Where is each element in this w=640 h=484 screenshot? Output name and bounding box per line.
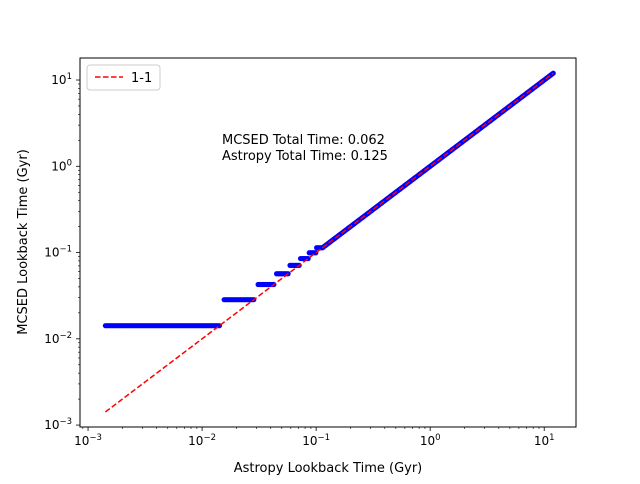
annotation-mcsed-time: MCSED Total Time: 0.062 (222, 133, 385, 148)
legend: 1-1 (86, 64, 161, 91)
x-tick-label: 10−3 (74, 433, 102, 448)
y-tick-label: 101 (51, 72, 72, 87)
y-tick-label: 100 (51, 158, 72, 173)
x-axis-label: Astropy Lookback Time (Gyr) (234, 461, 423, 476)
one-to-one-line (104, 72, 554, 413)
legend-label-one-to-one: 1-1 (131, 71, 152, 86)
x-tick-label: 101 (534, 433, 555, 448)
plot-frame (79, 57, 577, 428)
annotation-astropy-time: Astropy Total Time: 0.125 (222, 149, 388, 164)
legend-box (86, 64, 161, 91)
x-tick-label: 10−2 (188, 433, 216, 448)
y-tick-label: 10−2 (44, 331, 72, 346)
x-tick-label: 100 (420, 433, 441, 448)
x-tick-label: 10−1 (302, 433, 330, 448)
axis-ticks: 10−3 10−2 10−1 100 101 10−3 10−2 10−1 100 101 (44, 72, 554, 448)
y-tick-label: 10−1 (44, 245, 72, 260)
y-axis-label: MCSED Lookback Time (Gyr) (16, 149, 31, 335)
data-layer (102, 70, 556, 413)
y-tick-label: 10−3 (44, 417, 72, 432)
